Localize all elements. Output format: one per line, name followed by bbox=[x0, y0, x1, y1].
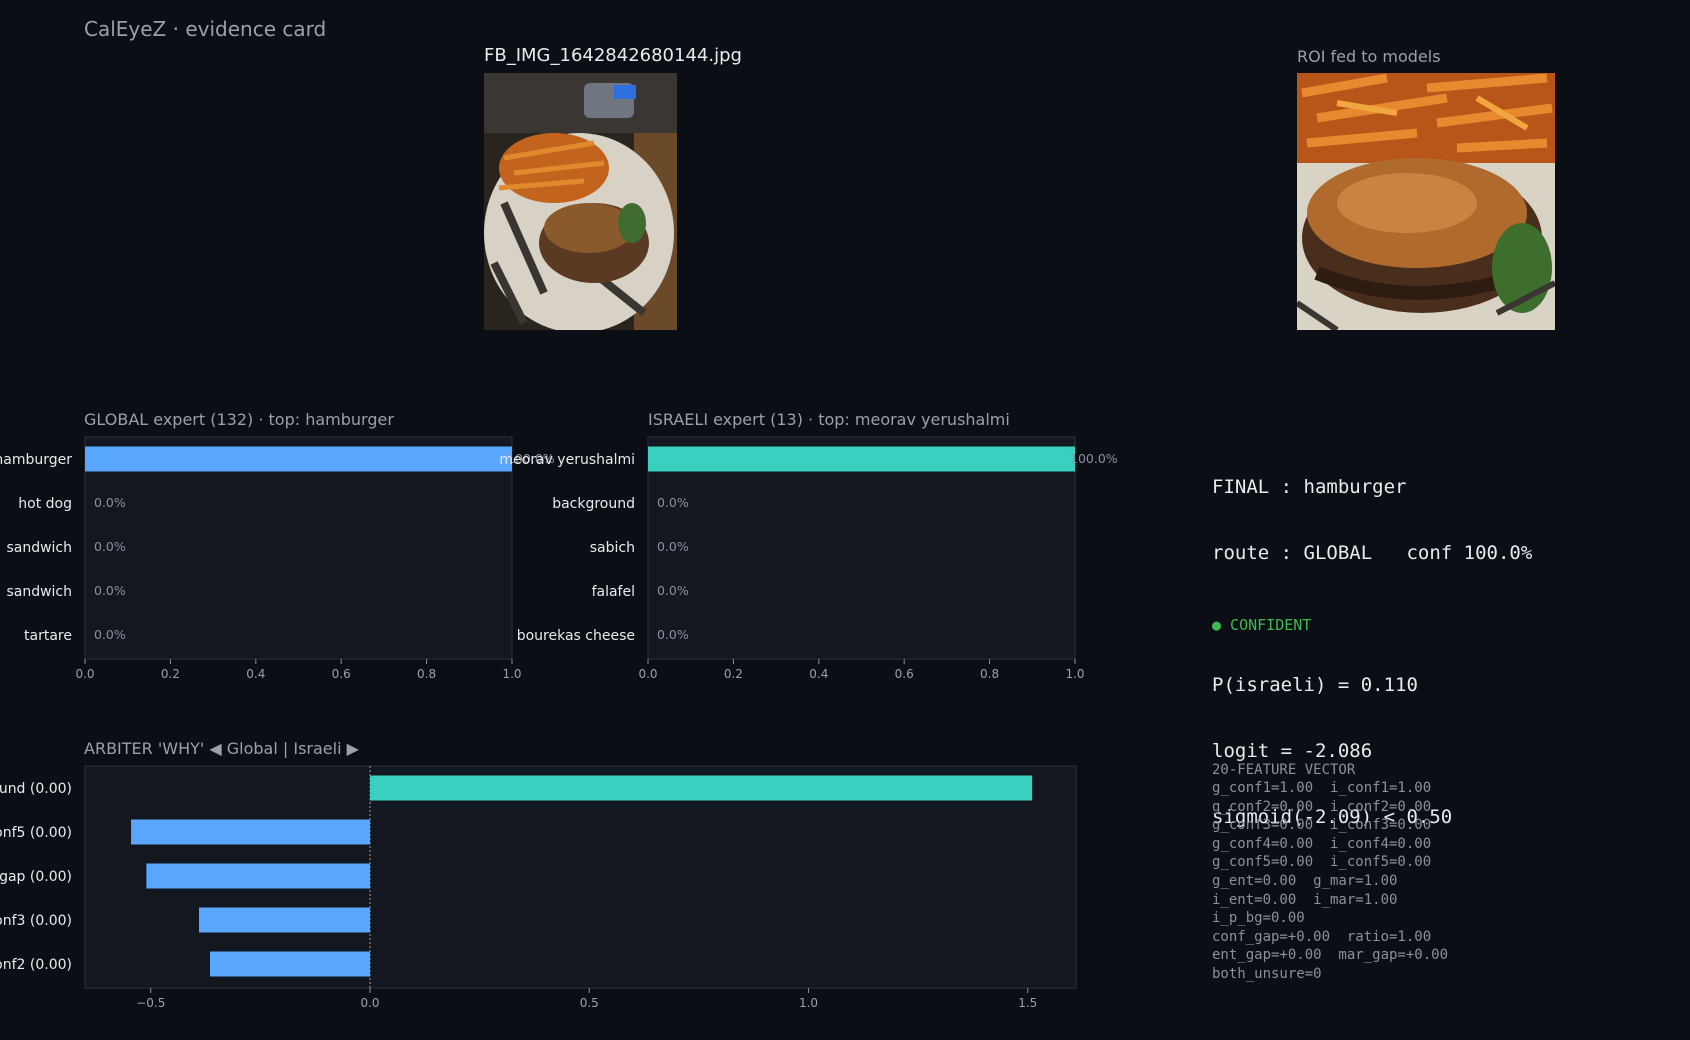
arbiter-category-label: onf2 (0.00) bbox=[0, 957, 72, 973]
arbiter-category-label: ound (0.00) bbox=[0, 781, 72, 797]
israeli-value-label: 0.0% bbox=[657, 627, 689, 642]
arbiter-bar bbox=[370, 775, 1033, 801]
global-value-label: 0.0% bbox=[94, 539, 126, 554]
global-value-label: 0.0% bbox=[94, 583, 126, 598]
global-bar bbox=[85, 446, 512, 472]
feature-line: both_unsure=0 bbox=[1212, 965, 1322, 982]
arbiter-bar bbox=[209, 951, 371, 977]
israeli-category-label: falafel bbox=[592, 584, 635, 600]
israeli-category-label: bourekas cheese bbox=[517, 628, 635, 644]
israeli-value-label: 0.0% bbox=[657, 495, 689, 510]
sigmoid-check: sigmoid(-2.09) < 0.50 bbox=[1212, 806, 1453, 828]
israeli-category-label: background bbox=[552, 496, 635, 512]
feature-vector: g_conf1=1.00 i_conf1=1.00 g_conf2=0.00 i… bbox=[1212, 779, 1448, 984]
global-x-tick-label: 0.6 bbox=[332, 667, 351, 681]
arbiter-bar bbox=[131, 819, 371, 845]
feature-line: g_ent=0.00 g_mar=1.00 bbox=[1212, 872, 1398, 889]
global-category-label: sandwich bbox=[6, 584, 72, 600]
app-title: CalEyeZ · evidence card bbox=[84, 17, 327, 41]
arbiter-x-tick-label: 0.5 bbox=[580, 996, 599, 1010]
feature-line: g_conf4=0.00 i_conf4=0.00 bbox=[1212, 835, 1432, 852]
israeli-category-label: meorav yerushalmi bbox=[499, 452, 635, 468]
global-value-label: 0.0% bbox=[94, 495, 126, 510]
israeli-value-label: 0.0% bbox=[657, 539, 689, 554]
arbiter-x-tick-label: −0.5 bbox=[136, 996, 165, 1010]
feature-line: g_conf5=0.00 i_conf5=0.00 bbox=[1212, 854, 1432, 871]
global-x-tick-label: 0.2 bbox=[161, 667, 180, 681]
arbiter-x-tick-label: 1.5 bbox=[1018, 996, 1037, 1010]
arbiter-bar bbox=[199, 907, 371, 933]
arbiter-category-label: gap (0.00) bbox=[0, 869, 72, 885]
global-x-tick-label: 1.0 bbox=[502, 667, 521, 681]
logit-value: logit = -2.086 bbox=[1212, 740, 1373, 762]
global-category-label: hamburger bbox=[0, 452, 72, 468]
feature-line: i_ent=0.00 i_mar=1.00 bbox=[1212, 891, 1398, 908]
israeli-bar bbox=[648, 446, 1075, 472]
global-value-label: 100.0% bbox=[507, 451, 555, 466]
source-photo bbox=[484, 73, 677, 330]
arbiter-plot-area bbox=[84, 765, 1077, 989]
israeli-value-label: 0.0% bbox=[657, 583, 689, 598]
arbiter-x-tick-label: 0.0 bbox=[360, 996, 379, 1010]
arbiter-bar bbox=[146, 863, 371, 889]
roi-title: ROI fed to models bbox=[1297, 47, 1441, 66]
israeli-plot-area bbox=[647, 436, 1076, 660]
final-label: FINAL : hamburger bbox=[1212, 476, 1407, 498]
israeli-value-label: 100.0% bbox=[1070, 451, 1118, 466]
global-category-label: hot dog bbox=[18, 496, 72, 512]
israeli-chart-title: ISRAELI expert (13) · top: meorav yerush… bbox=[648, 410, 1010, 429]
global-plot-area bbox=[84, 436, 513, 660]
israeli-x-tick-label: 0.8 bbox=[980, 667, 999, 681]
israeli-category-label: sabich bbox=[590, 540, 635, 556]
global-category-label: tartare bbox=[24, 628, 72, 644]
israeli-x-tick-label: 0.4 bbox=[809, 667, 828, 681]
feature-vector-title: 20-FEATURE VECTOR bbox=[1212, 762, 1356, 778]
final-decision: FINAL : hamburger route : GLOBAL conf 10… bbox=[1212, 432, 1532, 850]
israeli-x-tick-label: 0.0 bbox=[638, 667, 657, 681]
feature-line: i_p_bg=0.00 bbox=[1212, 910, 1305, 927]
global-category-label: sandwich bbox=[6, 540, 72, 556]
feature-line: ent_gap=+0.00 mar_gap=+0.00 bbox=[1212, 947, 1449, 964]
route-label: route : GLOBAL conf 100.0% bbox=[1212, 542, 1533, 564]
arbiter-x-tick-label: 1.0 bbox=[799, 996, 818, 1010]
feature-line: g_conf2=0.00 i_conf2=0.00 bbox=[1212, 798, 1432, 815]
feature-line: g_conf1=1.00 i_conf1=1.00 bbox=[1212, 780, 1432, 796]
global-value-label: 0.0% bbox=[94, 627, 126, 642]
roi-photo bbox=[1297, 73, 1555, 330]
israeli-x-tick-label: 1.0 bbox=[1065, 667, 1084, 681]
image-file-name: FB_IMG_1642842680144.jpg bbox=[484, 45, 742, 66]
global-chart-title: GLOBAL expert (132) · top: hamburger bbox=[84, 410, 394, 429]
p-israeli: P(israeli) = 0.110 bbox=[1212, 674, 1418, 696]
arbiter-category-label: onf5 (0.00) bbox=[0, 825, 72, 841]
confidence-status: ● CONFIDENT bbox=[1212, 616, 1312, 634]
feature-line: conf_gap=+0.00 ratio=1.00 bbox=[1212, 928, 1432, 945]
global-x-tick-label: 0.8 bbox=[417, 667, 436, 681]
global-x-tick-label: 0.4 bbox=[246, 667, 265, 681]
israeli-x-tick-label: 0.2 bbox=[724, 667, 743, 681]
feature-line: g_conf3=0.00 i_conf3=0.00 bbox=[1212, 817, 1432, 834]
arbiter-chart-title: ARBITER 'WHY' ◀ Global | Israeli ▶ bbox=[84, 739, 359, 758]
arbiter-category-label: onf3 (0.00) bbox=[0, 913, 72, 929]
global-x-tick-label: 0.0 bbox=[75, 667, 94, 681]
israeli-x-tick-label: 0.6 bbox=[895, 667, 914, 681]
